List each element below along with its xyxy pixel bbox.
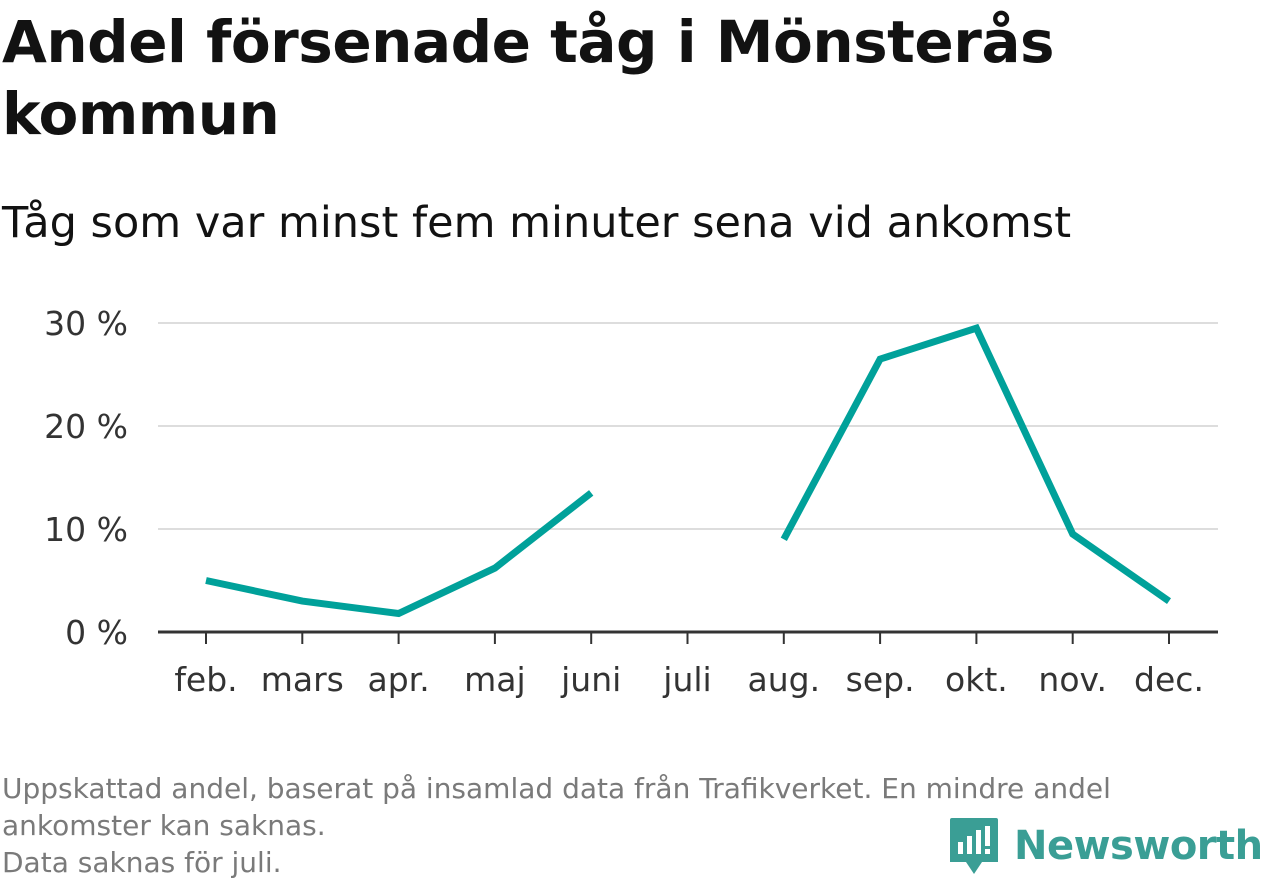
x-tick-label: dec. (1134, 660, 1204, 699)
y-tick-label: 20 % (44, 407, 128, 446)
x-tick-label: aug. (748, 660, 821, 699)
series-layer (206, 328, 1169, 614)
x-tick-label: okt. (945, 660, 1008, 699)
brand-name: Newsworthy (1014, 823, 1262, 869)
brand-logo: Newsworthy (948, 816, 1262, 876)
x-tick-label: nov. (1038, 660, 1107, 699)
y-tick-label: 10 % (44, 510, 128, 549)
x-tick-label: mars (261, 660, 344, 699)
x-tick-label: sep. (846, 660, 915, 699)
y-tick-label: 30 % (44, 304, 128, 343)
x-tick-label: maj (464, 660, 526, 699)
newsworthy-logo-icon (948, 816, 1000, 876)
note-line: Uppskattad andel, baserat på insamlad da… (2, 770, 1252, 807)
series-line (784, 328, 1169, 601)
x-tick-label: juni (560, 660, 621, 699)
x-tick-label: apr. (367, 660, 429, 699)
y-tick-label: 0 % (65, 613, 128, 652)
x-tick-label: juli (662, 660, 711, 699)
series-line (206, 493, 591, 614)
axis-layer (158, 632, 1218, 644)
x-tick-label: feb. (174, 660, 237, 699)
